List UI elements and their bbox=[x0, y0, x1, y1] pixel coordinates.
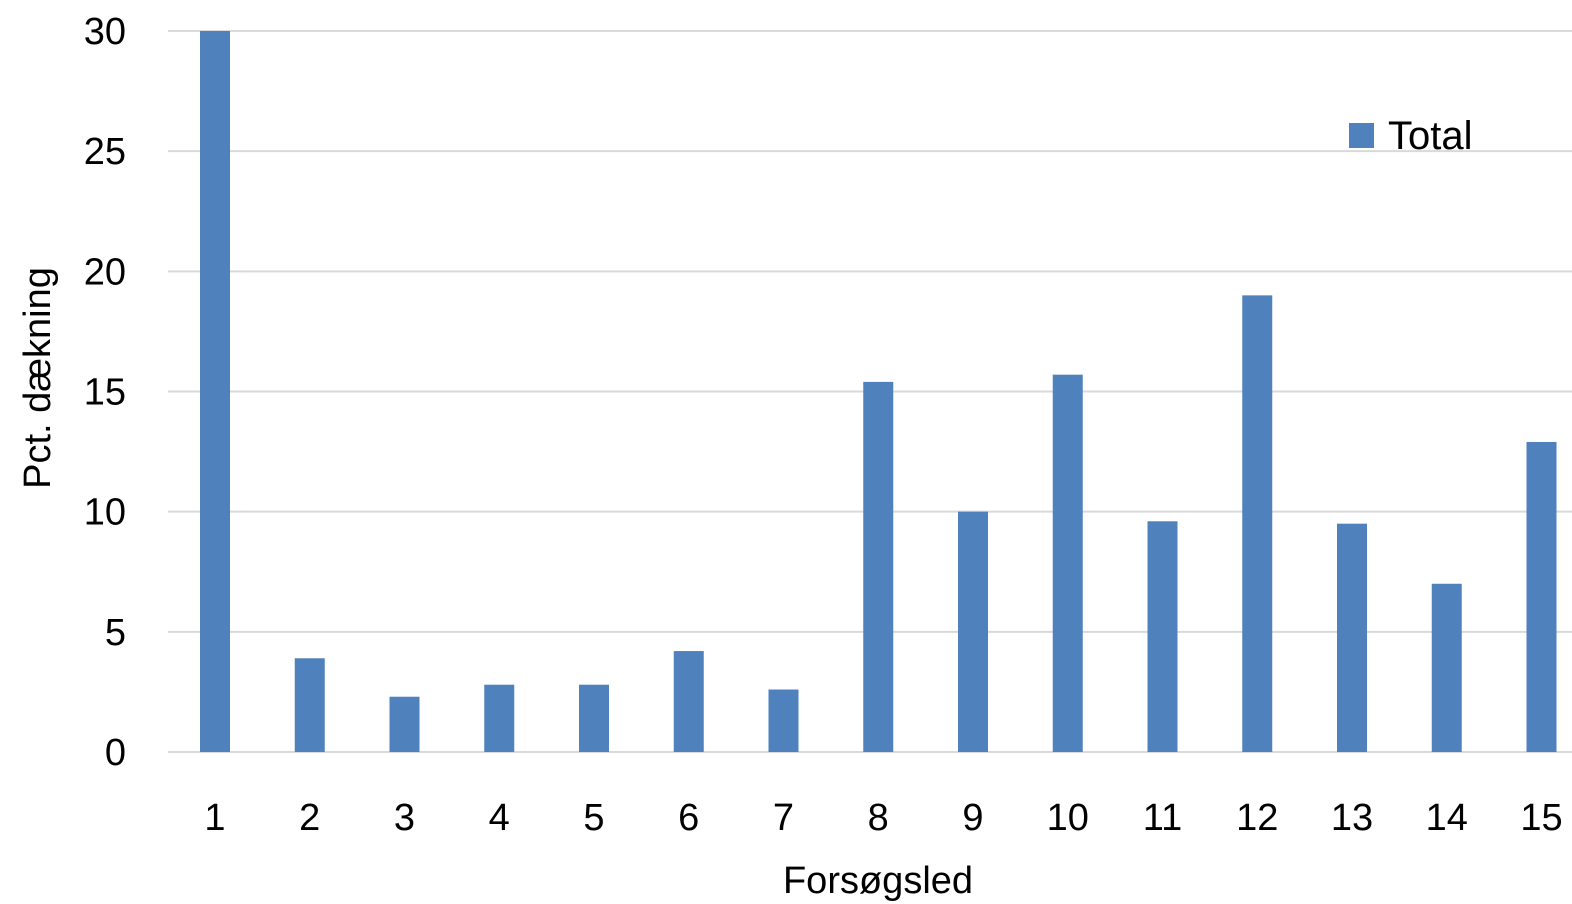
x-tick-label: 15 bbox=[1520, 797, 1562, 839]
bar bbox=[768, 689, 799, 752]
bar bbox=[1526, 441, 1557, 752]
bar bbox=[389, 696, 420, 752]
x-tick-label: 4 bbox=[489, 797, 510, 839]
x-tick-label: 3 bbox=[394, 797, 415, 839]
x-tick-label: 11 bbox=[1143, 797, 1182, 839]
x-tick-label: 14 bbox=[1426, 797, 1468, 839]
legend-swatch-total bbox=[1349, 123, 1374, 148]
y-tick-label: 0 bbox=[105, 732, 126, 774]
bar bbox=[1052, 374, 1083, 752]
x-tick-label: 7 bbox=[773, 797, 794, 839]
bar bbox=[579, 684, 609, 752]
bar bbox=[1337, 523, 1367, 752]
bar bbox=[200, 31, 230, 752]
bar bbox=[1431, 583, 1462, 752]
x-tick-label: 10 bbox=[1047, 797, 1089, 839]
bar bbox=[1242, 295, 1273, 752]
bar bbox=[673, 651, 704, 752]
x-axis-title: Forsøgsled bbox=[783, 860, 973, 902]
x-tick-label: 13 bbox=[1331, 797, 1373, 839]
y-tick-label: 10 bbox=[84, 492, 126, 534]
bar bbox=[1147, 521, 1178, 752]
x-tick-label: 6 bbox=[678, 797, 699, 839]
y-axis-title: Pct. dækning bbox=[17, 267, 59, 489]
x-tick-label: 8 bbox=[868, 797, 889, 839]
y-tick-label: 5 bbox=[105, 612, 126, 654]
y-tick-label: 25 bbox=[84, 131, 126, 173]
x-tick-label: 9 bbox=[962, 797, 983, 839]
x-tick-label: 12 bbox=[1236, 797, 1278, 839]
bar bbox=[863, 381, 894, 752]
y-tick-label: 30 bbox=[84, 11, 126, 53]
y-tick-label: 15 bbox=[84, 372, 126, 414]
x-tick-label: 1 bbox=[204, 797, 225, 839]
y-tick-labels: 0 5 10 15 20 25 30 bbox=[84, 11, 126, 774]
bar bbox=[484, 684, 515, 752]
bar bbox=[294, 658, 325, 752]
x-tick-labels: 1 2 3 4 5 6 7 8 9 10 11 12 13 14 15 bbox=[204, 797, 1562, 839]
x-tick-label: 2 bbox=[299, 797, 320, 839]
y-tick-label: 20 bbox=[84, 251, 126, 293]
legend-label-total: Total bbox=[1388, 114, 1473, 158]
bars bbox=[200, 31, 1557, 752]
bar bbox=[958, 511, 988, 752]
x-tick-label: 5 bbox=[583, 797, 604, 839]
legend: Total bbox=[1349, 114, 1473, 158]
